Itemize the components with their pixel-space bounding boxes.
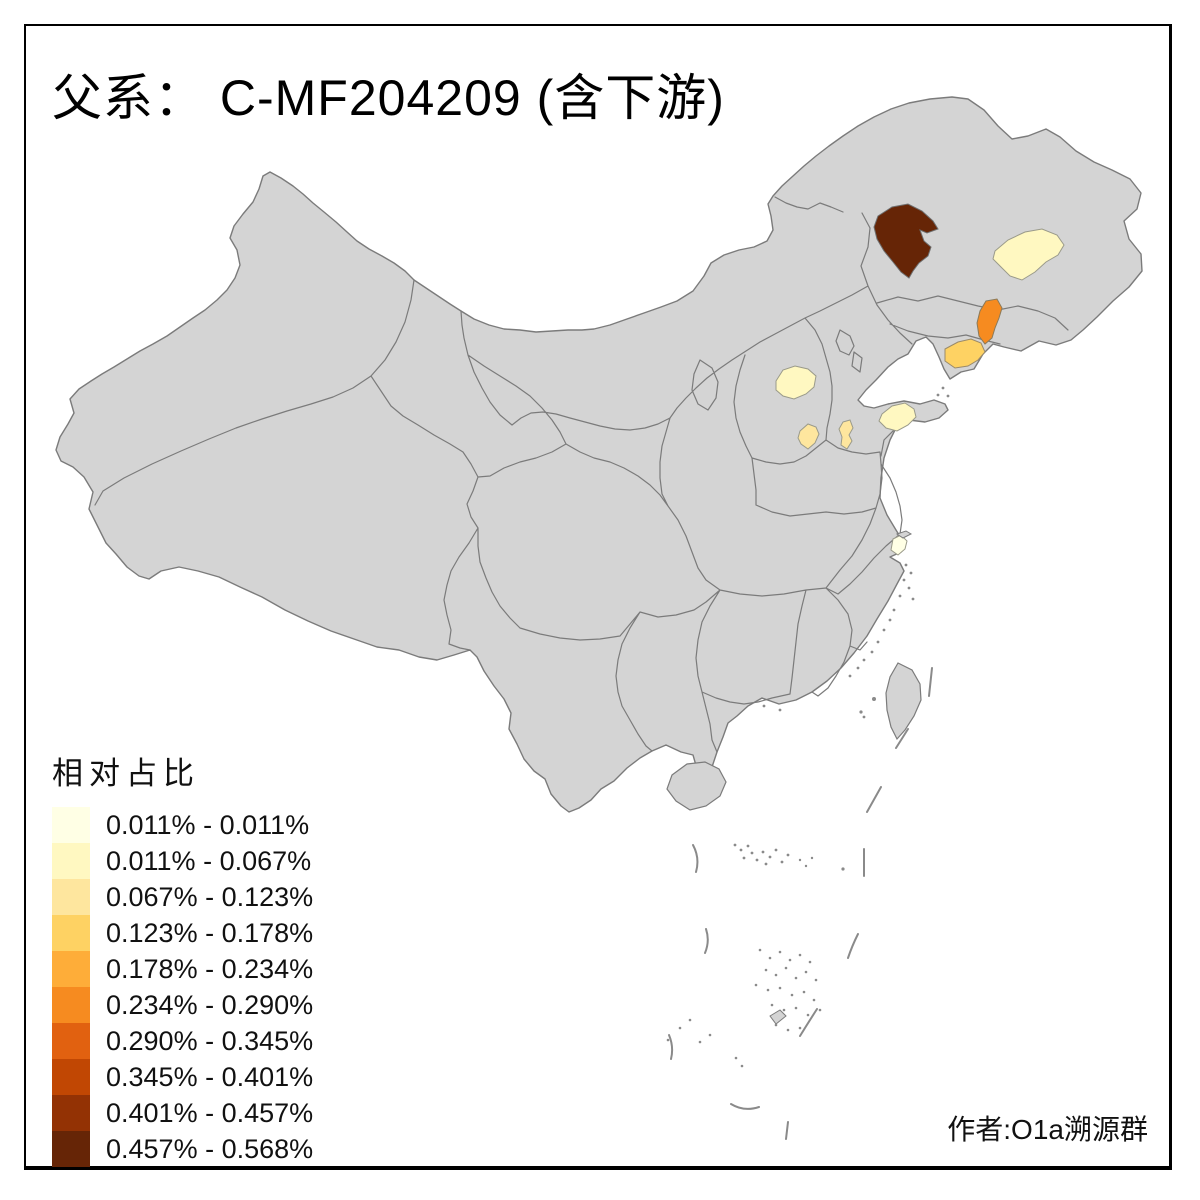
legend-label: 0.401% - 0.457% (106, 1097, 314, 1128)
province-borders (94, 196, 1069, 753)
legend-swatch (52, 1059, 90, 1095)
legend-rows: 0.011% - 0.011% 0.011% - 0.067% 0.067% - 0… (52, 807, 313, 1167)
legend: 相对占比 0.011% - 0.011% 0.011% - 0.067% 0.067… (52, 748, 313, 1167)
legend-row: 0.401% - 0.457% (52, 1095, 313, 1131)
legend-swatch (52, 1131, 90, 1167)
legend-label: 0.178% - 0.234% (106, 953, 314, 984)
legend-label: 0.290% - 0.345% (106, 1025, 314, 1056)
legend-row: 0.178% - 0.234% (52, 951, 313, 987)
legend-row: 0.123% - 0.178% (52, 915, 313, 951)
legend-swatch (52, 915, 90, 951)
map-region-shanxi-south (797, 423, 820, 450)
map-region-liaoning-east (976, 298, 1003, 345)
map-region-henan-north (838, 419, 854, 450)
legend-swatch (52, 879, 90, 915)
map-region-heilongjiang-pale (992, 228, 1065, 281)
legend-swatch (52, 1095, 90, 1131)
small-islands-dots (666, 386, 950, 1068)
chongming-island (895, 530, 913, 539)
legend-swatch (52, 951, 90, 987)
legend-swatch (52, 807, 90, 843)
hainan-island (666, 761, 727, 811)
legend-label: 0.067% - 0.123% (106, 881, 314, 912)
taiwan-island (885, 662, 922, 741)
legend-row: 0.011% - 0.011% (52, 807, 313, 843)
legend-row: 0.234% - 0.290% (52, 987, 313, 1023)
legend-swatch (52, 987, 90, 1023)
legend-label: 0.457% - 0.568% (106, 1133, 314, 1164)
nine-dash-line (668, 667, 933, 1140)
legend-label: 0.345% - 0.401% (106, 1061, 314, 1092)
map-region-liaoning-south (944, 338, 986, 369)
legend-row: 0.345% - 0.401% (52, 1059, 313, 1095)
legend-label: 0.011% - 0.011% (106, 809, 310, 840)
legend-title: 相对占比 (52, 756, 200, 791)
legend-label: 0.234% - 0.290% (106, 989, 314, 1020)
spratly-islet (769, 1009, 787, 1025)
legend-swatch (52, 843, 90, 879)
legend-row: 0.067% - 0.123% (52, 879, 313, 915)
map-region-shanxi-central (775, 365, 817, 400)
mainland-outline (55, 96, 1143, 813)
legend-row: 0.011% - 0.067% (52, 843, 313, 879)
legend-label: 0.123% - 0.178% (106, 917, 314, 948)
legend-row: 0.457% - 0.568% (52, 1131, 313, 1167)
legend-swatch (52, 1023, 90, 1059)
author-credit: 作者:O1a溯源群 (947, 1114, 1148, 1145)
map-region-northeast-dark (873, 203, 939, 279)
legend-row: 0.290% - 0.345% (52, 1023, 313, 1059)
page-title: 父系： C-MF204209 (含下游) (52, 70, 725, 126)
legend-label: 0.011% - 0.067% (106, 845, 312, 876)
map-region-shandong-east (878, 402, 917, 432)
